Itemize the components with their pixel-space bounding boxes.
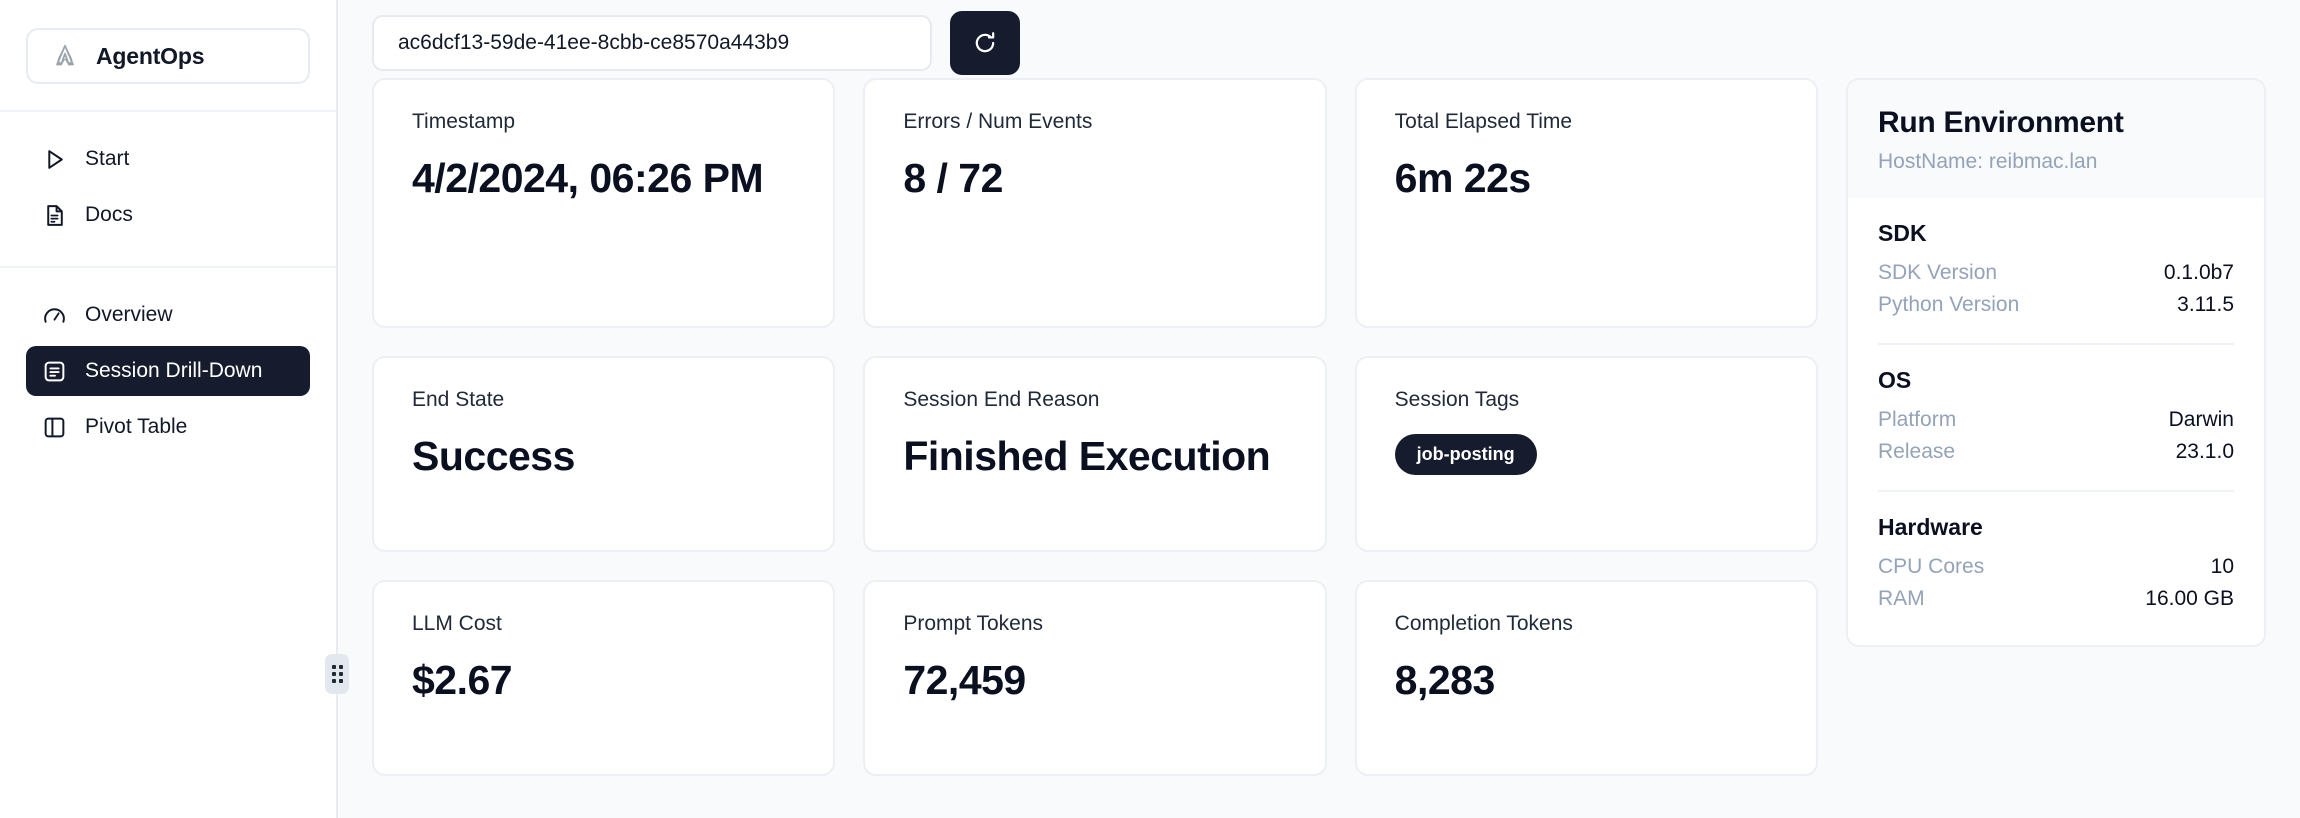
metric-card-session-tags: Session Tags job-posting: [1354, 356, 1818, 552]
card-value: 72,459: [903, 657, 1026, 703]
card-label: End State: [412, 388, 505, 411]
card-label: Errors / Num Events: [903, 110, 1093, 133]
refresh-button[interactable]: [950, 11, 1020, 75]
handle-dot: [331, 672, 336, 676]
env-key: Release: [1878, 440, 1956, 463]
refresh-icon: [975, 32, 995, 53]
sidebar-resize-handle[interactable]: [325, 654, 349, 694]
card-label: Total Elapsed Time: [1394, 110, 1573, 133]
run-environment-hostname: HostName: reibmac.lan: [1878, 150, 2098, 173]
metric-card-total-elapsed-time: Total Elapsed Time 6m 22s: [1354, 78, 1818, 328]
run-environment-panel: Run Environment HostName: reibmac.lan SD…: [1846, 78, 2266, 647]
card-label: Timestamp: [412, 110, 516, 133]
metric-cards-area: Timestamp 4/2/2024, 06:26 PM Errors / Nu…: [372, 78, 1818, 776]
metric-card-completion-tokens: Completion Tokens 8,283: [1354, 580, 1818, 776]
session-id-input[interactable]: [372, 15, 932, 71]
play-triangle-icon: [48, 149, 63, 169]
card-value: 8,283: [1394, 657, 1496, 703]
sidebar-item-label: Docs: [85, 203, 133, 226]
card-value: 8 / 72: [903, 155, 1003, 201]
card-label: Completion Tokens: [1394, 612, 1573, 635]
handle-dot: [338, 665, 343, 669]
nav-group-primary: Start Docs: [26, 112, 310, 240]
card-value: $2.67: [412, 657, 513, 703]
session-tag-badge[interactable]: job-posting: [1394, 434, 1537, 475]
metric-card-session-end-reason: Session End Reason Finished Execution: [863, 356, 1327, 552]
sidebar-item-label: Session Drill-Down: [85, 359, 263, 382]
sidebar-divider-mid: [0, 266, 336, 268]
nav-group-views: Overview Session Drill-Down Pivot Table: [26, 268, 310, 452]
metric-cards-grid: Timestamp 4/2/2024, 06:26 PM Errors / Nu…: [372, 78, 1818, 776]
card-label: LLM Cost: [412, 612, 502, 635]
topbar: [372, 0, 2266, 78]
metric-card-llm-cost: LLM Cost $2.67: [372, 580, 836, 776]
sidebar-item-docs[interactable]: Docs: [26, 190, 310, 240]
handle-dot: [338, 679, 343, 683]
env-section-sdk: SDK SDK Version 0.1.0b7 Python Version 3…: [1878, 198, 2234, 321]
env-key: SDK Version: [1878, 261, 1998, 284]
env-row: CPU Cores 10: [1878, 551, 2234, 583]
env-value: 0.1.0b7: [2163, 261, 2234, 284]
env-key: CPU Cores: [1878, 555, 1985, 578]
gauge-icon: [44, 307, 65, 323]
env-section-title: SDK: [1878, 220, 1927, 246]
document-icon: [47, 204, 63, 226]
brand-name: AgentOps: [96, 42, 205, 69]
sidebar-item-start[interactable]: Start: [26, 134, 310, 184]
env-value: 16.00 GB: [2145, 587, 2234, 610]
list-square-icon: [44, 361, 65, 381]
card-value: 6m 22s: [1394, 155, 1532, 201]
card-value: Success: [412, 433, 575, 479]
card-label: Session End Reason: [903, 388, 1100, 411]
env-value: 3.11.5: [2177, 293, 2234, 316]
metric-card-errors-num-events: Errors / Num Events 8 / 72: [863, 78, 1327, 328]
run-environment-body: SDK SDK Version 0.1.0b7 Python Version 3…: [1848, 198, 2264, 645]
env-key: Platform: [1878, 408, 1957, 431]
env-value: Darwin: [2168, 408, 2234, 431]
env-value: 10: [2210, 555, 2234, 578]
card-value: Finished Execution: [903, 433, 1271, 479]
metric-card-prompt-tokens: Prompt Tokens 72,459: [863, 580, 1327, 776]
env-row: SDK Version 0.1.0b7: [1878, 257, 2234, 289]
card-label: Session Tags: [1394, 388, 1520, 411]
run-environment-title: Run Environment: [1878, 106, 2124, 139]
sidebar-divider-top: [0, 110, 336, 112]
card-label: Prompt Tokens: [903, 612, 1044, 635]
env-row: Release 23.1.0: [1878, 436, 2234, 468]
env-section-title: OS: [1878, 367, 1912, 393]
env-key: Python Version: [1878, 293, 2020, 316]
sidebar-item-label: Start: [85, 147, 130, 170]
run-environment-header: Run Environment HostName: reibmac.lan: [1848, 80, 2264, 198]
sidebar-item-session-drill-down[interactable]: Session Drill-Down: [26, 346, 310, 396]
handle-dot: [331, 679, 336, 683]
env-value: 23.1.0: [2175, 440, 2234, 463]
env-row: Python Version 3.11.5: [1878, 289, 2234, 321]
handle-dot: [331, 665, 336, 669]
handle-dot: [338, 672, 343, 676]
sidebar-item-overview[interactable]: Overview: [26, 290, 310, 340]
env-section-hardware: Hardware CPU Cores 10 RAM 16.00 GB: [1878, 490, 2234, 615]
brand-button[interactable]: AgentOps: [26, 28, 310, 84]
env-section-title: Hardware: [1878, 514, 1983, 540]
dashboard-body: Timestamp 4/2/2024, 06:26 PM Errors / Nu…: [372, 78, 2266, 776]
env-section-os: OS Platform Darwin Release 23.1.0: [1878, 343, 2234, 468]
sidebar-item-pivot-table[interactable]: Pivot Table: [26, 402, 310, 452]
agentops-logo-icon: [56, 44, 74, 66]
metric-card-timestamp: Timestamp 4/2/2024, 06:26 PM: [372, 78, 836, 328]
sidebar-item-label: Overview: [85, 303, 173, 326]
env-key: RAM: [1878, 587, 1925, 610]
panel-left-icon: [44, 417, 65, 437]
sidebar-item-label: Pivot Table: [85, 415, 188, 438]
sidebar: AgentOps Start Docs: [0, 0, 349, 818]
card-value: 4/2/2024, 06:26 PM: [412, 155, 764, 201]
main-content: Timestamp 4/2/2024, 06:26 PM Errors / Nu…: [338, 0, 2300, 818]
env-row: Platform Darwin: [1878, 404, 2234, 436]
metric-card-end-state: End State Success: [372, 356, 836, 552]
env-row: RAM 16.00 GB: [1878, 583, 2234, 615]
